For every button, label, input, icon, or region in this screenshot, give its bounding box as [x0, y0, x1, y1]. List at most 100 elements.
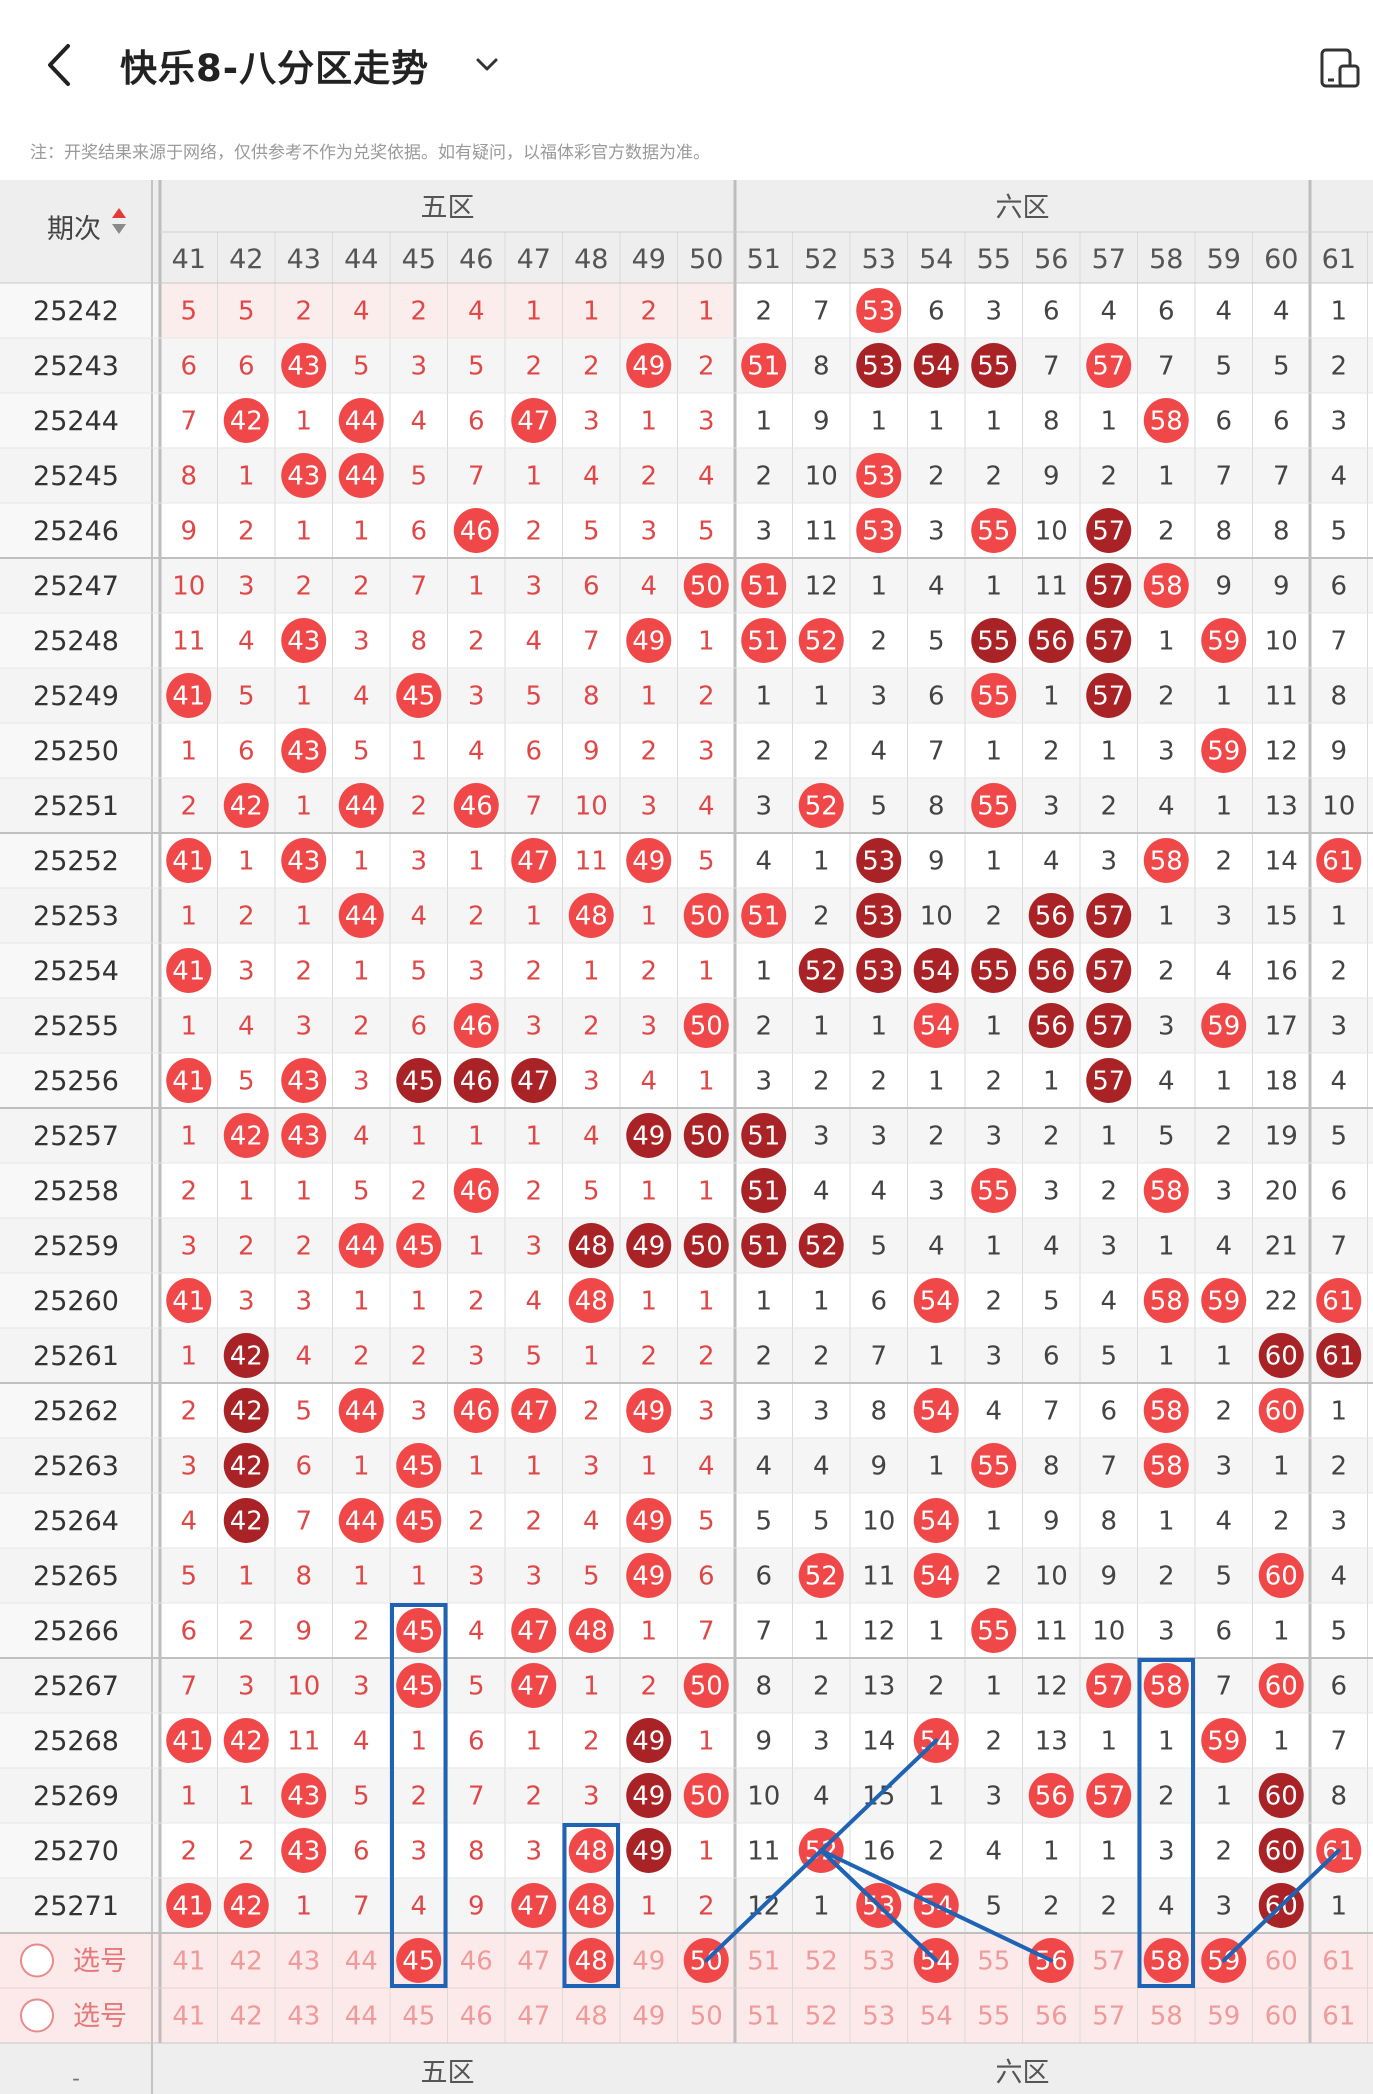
number-ball[interactable] [626, 1388, 672, 1433]
number-ball[interactable] [453, 1168, 499, 1213]
number-ball[interactable] [913, 343, 959, 388]
number-ball[interactable] [338, 893, 384, 938]
pick-number[interactable]: 61 [1322, 1947, 1355, 1977]
number-ball[interactable] [453, 1058, 499, 1103]
pick-number[interactable]: 57 [1092, 1947, 1125, 1977]
pick-number[interactable]: 55 [977, 2002, 1010, 2032]
number-ball[interactable] [856, 508, 902, 553]
pick-number[interactable]: 49 [632, 1947, 665, 1977]
number-ball[interactable] [856, 948, 902, 993]
number-ball[interactable] [453, 508, 499, 553]
number-ball[interactable] [913, 1498, 959, 1543]
number-ball[interactable] [568, 893, 614, 938]
number-ball[interactable] [626, 1773, 672, 1818]
pick-number[interactable]: 58 [1150, 2002, 1183, 2032]
pick-row-label[interactable]: 选号 [73, 1946, 127, 1977]
layout-toggle-icon[interactable] [1318, 46, 1362, 90]
pick-number[interactable]: 56 [1035, 2002, 1068, 2032]
number-ball[interactable] [1143, 1278, 1189, 1323]
number-ball[interactable] [453, 1003, 499, 1048]
number-ball[interactable] [1086, 1663, 1132, 1708]
number-ball[interactable] [1258, 1828, 1304, 1873]
number-ball[interactable] [626, 1498, 672, 1543]
number-ball[interactable] [281, 1773, 327, 1818]
pick-number[interactable]: 43 [287, 2002, 320, 2032]
pick-number[interactable]: 47 [517, 2002, 550, 2032]
number-ball[interactable] [683, 1773, 729, 1818]
number-ball[interactable] [223, 1718, 269, 1763]
number-ball[interactable] [971, 1608, 1017, 1653]
number-ball[interactable] [338, 1223, 384, 1268]
pick-number[interactable]: 47 [517, 1947, 550, 1977]
pick-number[interactable]: 59 [1207, 2002, 1240, 2032]
number-ball[interactable] [166, 838, 212, 883]
number-ball[interactable] [281, 343, 327, 388]
number-ball[interactable] [971, 1443, 1017, 1488]
number-ball[interactable] [396, 673, 442, 718]
number-ball[interactable] [741, 1168, 787, 1213]
number-ball[interactable] [511, 1388, 557, 1433]
number-ball[interactable] [1143, 838, 1189, 883]
number-ball[interactable] [1086, 508, 1132, 553]
number-ball[interactable] [281, 728, 327, 773]
number-ball[interactable] [1143, 1663, 1189, 1708]
number-ball[interactable] [166, 673, 212, 718]
number-ball[interactable] [798, 1553, 844, 1598]
pick-number[interactable]: 46 [460, 2002, 493, 2032]
number-ball[interactable] [511, 1663, 557, 1708]
number-ball[interactable] [1258, 1663, 1304, 1708]
page-title[interactable]: 快乐8-八分区走势 [120, 47, 430, 90]
number-ball[interactable] [798, 783, 844, 828]
number-ball[interactable] [683, 563, 729, 608]
number-ball[interactable] [223, 1388, 269, 1433]
number-ball[interactable] [338, 453, 384, 498]
number-ball[interactable] [511, 838, 557, 883]
number-ball[interactable] [1258, 1333, 1304, 1378]
pick-row-label[interactable]: 选号 [73, 2001, 127, 2032]
radio-circle-icon[interactable] [20, 1943, 54, 1978]
number-ball[interactable] [913, 948, 959, 993]
number-ball[interactable] [1086, 1773, 1132, 1818]
pick-number[interactable]: 52 [805, 2002, 838, 2032]
number-ball[interactable] [971, 783, 1017, 828]
number-ball[interactable] [626, 1828, 672, 1873]
pick-number[interactable]: 42 [230, 1947, 263, 1977]
pick-number[interactable]: 51 [747, 2002, 780, 2032]
pick-number[interactable]: 42 [230, 2002, 263, 2032]
number-ball[interactable] [1316, 1333, 1362, 1378]
number-ball[interactable] [626, 838, 672, 883]
number-ball[interactable] [798, 1223, 844, 1268]
number-ball[interactable] [626, 1223, 672, 1268]
number-ball[interactable] [913, 1553, 959, 1598]
number-ball[interactable] [1316, 1278, 1362, 1323]
number-ball[interactable] [1086, 343, 1132, 388]
number-ball[interactable] [741, 343, 787, 388]
number-ball[interactable] [223, 1498, 269, 1543]
number-ball[interactable] [223, 398, 269, 443]
pick-number[interactable]: 54 [920, 2002, 953, 2032]
number-ball[interactable] [568, 1223, 614, 1268]
number-ball[interactable] [1086, 618, 1132, 663]
number-ball[interactable] [453, 783, 499, 828]
number-ball[interactable] [1201, 1718, 1247, 1763]
number-ball[interactable] [798, 618, 844, 663]
number-ball[interactable] [568, 1278, 614, 1323]
pick-number[interactable]: 41 [172, 1947, 205, 1977]
number-ball[interactable] [396, 1223, 442, 1268]
number-ball[interactable] [453, 1388, 499, 1433]
number-ball[interactable] [913, 1388, 959, 1433]
number-ball[interactable] [166, 1278, 212, 1323]
chevron-down-icon[interactable] [472, 50, 502, 80]
number-ball[interactable] [1143, 1388, 1189, 1433]
pick-number[interactable]: 48 [575, 2002, 608, 2032]
number-ball[interactable] [683, 1003, 729, 1048]
number-ball[interactable] [396, 1663, 442, 1708]
number-ball[interactable] [281, 453, 327, 498]
pick-number[interactable]: 43 [287, 1947, 320, 1977]
number-ball[interactable] [1086, 1058, 1132, 1103]
number-ball[interactable] [1086, 948, 1132, 993]
number-ball[interactable] [626, 1113, 672, 1158]
selected-ball[interactable] [396, 1938, 442, 1983]
pick-number[interactable]: 57 [1092, 2002, 1125, 2032]
number-ball[interactable] [1201, 1278, 1247, 1323]
